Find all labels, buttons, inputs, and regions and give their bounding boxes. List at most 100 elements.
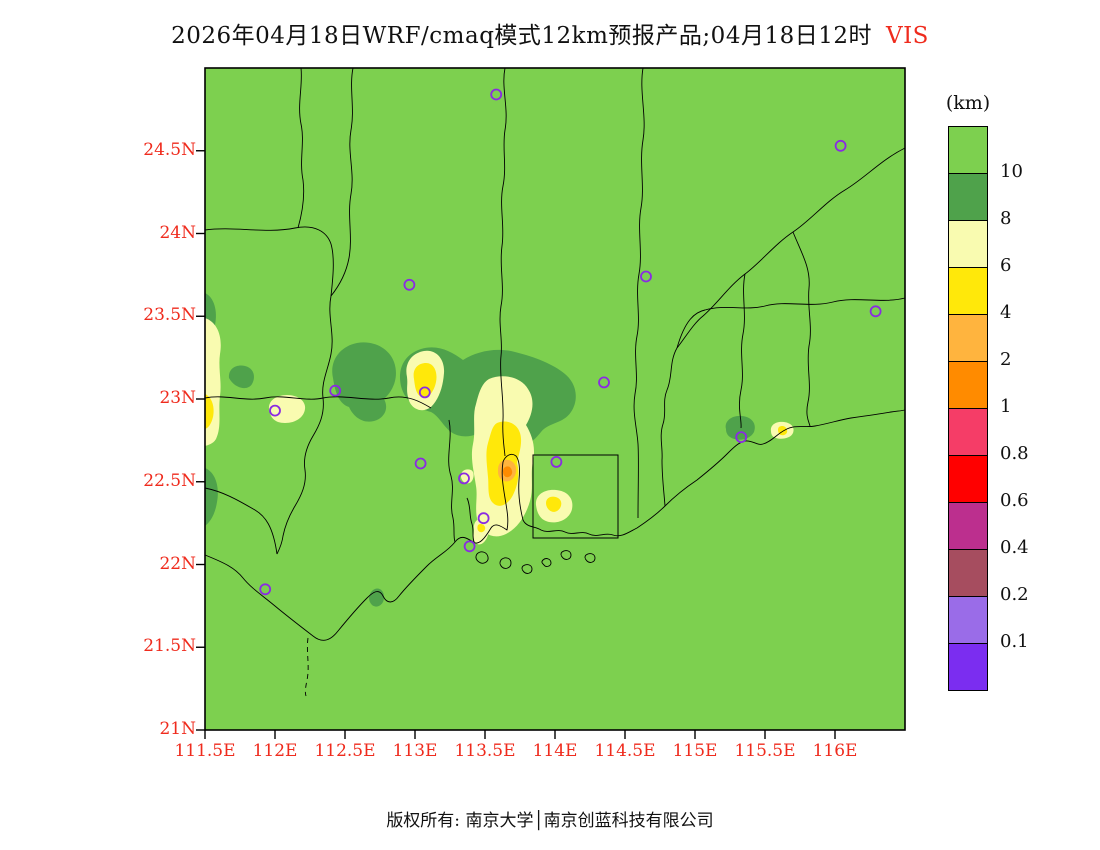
admin-boundary xyxy=(676,297,906,349)
contour-patch-vis_6_8 xyxy=(268,395,306,423)
colorbar-box xyxy=(948,174,988,221)
lon-tick-label: 116E xyxy=(812,741,858,761)
colorbar-tick-label: 6 xyxy=(1000,255,1012,276)
contour-patch-vis_1_2 xyxy=(502,466,513,478)
island-outline xyxy=(475,551,489,564)
lon-tick-label: 113.5E xyxy=(454,741,516,761)
colorbar-box xyxy=(948,268,988,315)
lat-axis: 24.5N 24N 23.5N 23N 22.5N 22N 21.5N 21N xyxy=(108,68,196,739)
title-main: 2026年04月18日WRF/cmaq模式12km预报产品;04月18日12时 xyxy=(171,23,872,49)
colorbar-tick-label: 0.4 xyxy=(1000,537,1029,558)
station-marker xyxy=(403,278,416,291)
colorbar-tick-label: 10 xyxy=(1000,161,1023,182)
copyright-footer: 版权所有: 南京大学│南京创蓝科技有限公司 xyxy=(386,811,714,831)
lon-tick-label: 111.5E xyxy=(174,741,236,761)
lat-tick-label: 21N xyxy=(159,719,196,739)
station-marker xyxy=(598,376,610,389)
colorbar-tick-label: 0.1 xyxy=(1000,631,1029,652)
colorbar: (km) 10 8 6 4 2 1 0.8 0.6 0.4 0.2 0.1 xyxy=(946,92,1098,732)
lon-tick-label: 114E xyxy=(532,741,578,761)
admin-boundary xyxy=(739,273,746,429)
contour-patch-vis_8_10 xyxy=(205,468,218,526)
admin-boundary xyxy=(792,231,811,427)
station-marker xyxy=(458,472,470,485)
admin-boundary xyxy=(204,487,278,555)
map-svg xyxy=(196,67,906,739)
station-marker xyxy=(329,384,342,397)
station-marker xyxy=(418,386,431,399)
admin-boundary xyxy=(204,226,334,297)
admin-boundary xyxy=(322,396,432,409)
colorbar-box xyxy=(948,456,988,503)
region-box xyxy=(532,454,619,539)
lat-tick-label: 23N xyxy=(159,388,196,408)
lon-tick-label: 112.5E xyxy=(314,741,376,761)
colorbar-boxes xyxy=(948,126,988,691)
lon-tick-label: 112E xyxy=(252,741,298,761)
admin-boundary xyxy=(297,67,305,229)
colorbar-box xyxy=(948,644,988,691)
admin-boundary xyxy=(660,347,678,507)
colorbar-tick-label: 0.2 xyxy=(1000,584,1029,605)
contour-patch-vis_8_10 xyxy=(332,342,396,422)
admin-boundary xyxy=(499,67,507,457)
lon-tick-label: 113E xyxy=(392,741,438,761)
station-marker xyxy=(550,455,563,468)
contour-patch-vis_8_10 xyxy=(228,365,254,389)
colorbar-tick-label: 0.6 xyxy=(1000,490,1029,511)
page-title: 2026年04月18日WRF/cmaq模式12km预报产品;04月18日12时 V… xyxy=(0,16,1100,50)
admin-boundary xyxy=(466,497,475,543)
contour-patch-vis_4_6 xyxy=(546,496,562,512)
colorbar-ticks: 10 8 6 4 2 1 0.8 0.6 0.4 0.2 0.1 xyxy=(1000,126,1070,696)
station-marker xyxy=(414,457,427,470)
contour-patch-vis_8_10 xyxy=(725,415,755,440)
colorbar-box xyxy=(948,550,988,597)
station-marker xyxy=(269,404,281,417)
admin-boundary xyxy=(633,67,645,519)
station-marker xyxy=(834,139,847,152)
lon-axis: 111.5E 112E 112.5E 113E 113.5E 114E 114.5E 115E… xyxy=(174,741,905,767)
colorbar-box xyxy=(948,315,988,362)
station-marker xyxy=(869,305,882,318)
colorbar-box xyxy=(948,127,988,174)
station-marker xyxy=(735,431,748,444)
contour-patch-vis_4_6 xyxy=(413,363,437,398)
admin-boundary xyxy=(204,409,906,641)
lat-tick-label: 22.5N xyxy=(143,470,196,491)
colorbar-box xyxy=(948,597,988,644)
dashed-maritime-boundary xyxy=(304,637,309,697)
colorbar-unit-label: (km) xyxy=(945,92,991,114)
colorbar-tick-label: 2 xyxy=(1000,349,1012,370)
lat-tick-label: 24N xyxy=(159,222,196,243)
colorbar-tick-label: 1 xyxy=(1000,396,1012,417)
station-marker xyxy=(477,512,490,525)
station-marker xyxy=(463,540,476,553)
admin-boundary xyxy=(330,67,354,297)
admin-boundary xyxy=(204,396,324,400)
contour-patch-vis_4_6 xyxy=(205,394,214,429)
lat-tick-label: 21.5N xyxy=(143,636,196,657)
island-outline xyxy=(541,558,552,567)
island-outline xyxy=(499,557,512,569)
island-outline xyxy=(584,553,596,563)
lat-tick-label: 23.5N xyxy=(143,305,196,326)
admin-boundary xyxy=(276,295,333,555)
colorbar-box xyxy=(948,362,988,409)
admin-boundary xyxy=(676,147,906,349)
title-variable: VIS xyxy=(885,23,929,49)
lon-tick-label: 114.5E xyxy=(594,741,656,761)
colorbar-tick-label: 4 xyxy=(1000,302,1012,323)
lon-tick-label: 115.5E xyxy=(734,741,796,761)
colorbar-tick-label: 8 xyxy=(1000,208,1012,229)
colorbar-tick-label: 0.8 xyxy=(1000,443,1029,464)
island-outline xyxy=(521,564,533,574)
map-area xyxy=(196,67,906,739)
admin-boundary xyxy=(448,419,456,543)
station-marker xyxy=(259,583,272,596)
colorbar-box xyxy=(948,503,988,550)
lat-tick-label: 24.5N xyxy=(143,139,196,160)
station-marker xyxy=(640,270,652,283)
lon-tick-label: 115E xyxy=(672,741,718,761)
contour-patch-vis_4_6 xyxy=(477,523,486,533)
colorbar-box xyxy=(948,221,988,268)
